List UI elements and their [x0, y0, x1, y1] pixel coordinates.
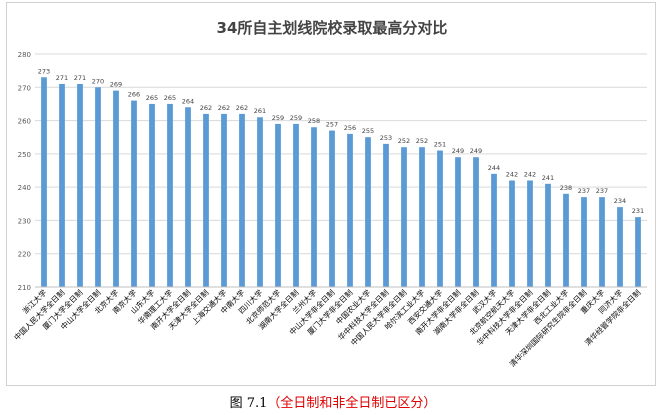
bar-value-label: 262	[236, 104, 248, 112]
bar	[203, 113, 209, 288]
bar-value-label: 265	[164, 94, 176, 102]
bar	[419, 147, 425, 287]
bar-value-label: 255	[362, 127, 374, 135]
bar	[383, 143, 389, 287]
bar-value-label: 231	[632, 207, 644, 215]
bar-value-label: 271	[74, 74, 86, 82]
caption-note: （全日制和非全日制已区分）	[267, 396, 437, 411]
bar-value-label: 259	[272, 114, 284, 122]
y-tick-label: 280	[18, 51, 31, 59]
bar	[527, 180, 533, 287]
bar-value-label: 266	[128, 91, 140, 99]
bar-value-label: 273	[38, 67, 50, 75]
bar	[365, 137, 371, 287]
bar-value-label: 237	[596, 187, 608, 195]
bar-value-label: 252	[416, 137, 428, 145]
bar-value-label: 258	[308, 117, 320, 125]
bar-value-label: 253	[380, 134, 392, 142]
bar	[185, 107, 191, 287]
bar	[491, 173, 497, 287]
bar-value-label: 261	[254, 107, 266, 115]
bar-value-label: 234	[614, 197, 626, 205]
bar-value-label: 265	[146, 94, 158, 102]
bar-value-label: 270	[92, 77, 104, 85]
y-tick-label: 230	[18, 217, 31, 225]
bar	[131, 100, 137, 287]
y-tick-label: 270	[18, 84, 31, 92]
bar-value-label: 242	[524, 170, 536, 178]
bar-value-label: 271	[56, 74, 68, 82]
figure-caption: 图 7.1（全日制和非全日制已区分）	[0, 392, 666, 411]
bar	[401, 147, 407, 287]
bar	[635, 217, 641, 287]
bar-value-label: 264	[182, 97, 194, 105]
bar-value-label: 262	[218, 104, 230, 112]
bar	[149, 103, 155, 287]
bar-value-label: 238	[560, 184, 572, 192]
bar	[311, 127, 317, 287]
y-tick-label: 260	[18, 118, 31, 126]
bar	[95, 87, 101, 288]
bar-value-label: 262	[200, 104, 212, 112]
chart-area: 34所自主划线院校录取最高分对比 210 220 230 240 250 260 270 280…	[6, 2, 656, 386]
bar	[221, 113, 227, 288]
bar	[77, 83, 83, 287]
bar-value-label: 249	[452, 147, 464, 155]
bar	[455, 157, 461, 287]
chart-title: 34所自主划线院校录取最高分对比	[217, 19, 448, 37]
bar	[293, 123, 299, 288]
bar-value-label: 244	[488, 164, 500, 172]
bar-value-label: 249	[470, 147, 482, 155]
bar-value-label: 257	[326, 121, 338, 129]
bar	[509, 180, 515, 287]
bar	[599, 197, 605, 287]
bar-value-label: 251	[434, 141, 446, 149]
bar	[59, 83, 65, 287]
bar-value-label: 242	[506, 170, 518, 178]
bar	[167, 103, 173, 287]
bar	[257, 117, 263, 287]
y-tick-label: 250	[18, 151, 31, 159]
bar-value-label: 269	[110, 81, 122, 89]
caption-label: 图 7.1	[229, 396, 268, 411]
bar	[437, 150, 443, 287]
bar-value-label: 237	[578, 187, 590, 195]
bar	[275, 123, 281, 288]
bar	[581, 197, 587, 287]
bar-value-label: 252	[398, 137, 410, 145]
bar-value-label: 241	[542, 174, 554, 182]
bar	[473, 157, 479, 287]
bar	[41, 77, 47, 287]
bar	[563, 193, 569, 287]
bar	[239, 113, 245, 288]
bar-value-label: 256	[344, 124, 356, 132]
bar	[347, 133, 353, 287]
bar-value-label: 259	[290, 114, 302, 122]
bar	[617, 207, 623, 287]
bar	[113, 90, 119, 287]
y-tick-label: 240	[18, 184, 31, 192]
bar-chart: 34所自主划线院校录取最高分对比 210 220 230 240 250 260 270 280…	[12, 19, 647, 369]
y-tick-label: 220	[18, 251, 31, 259]
bar	[545, 183, 551, 287]
y-tick-label: 210	[18, 284, 31, 292]
bar	[329, 130, 335, 287]
